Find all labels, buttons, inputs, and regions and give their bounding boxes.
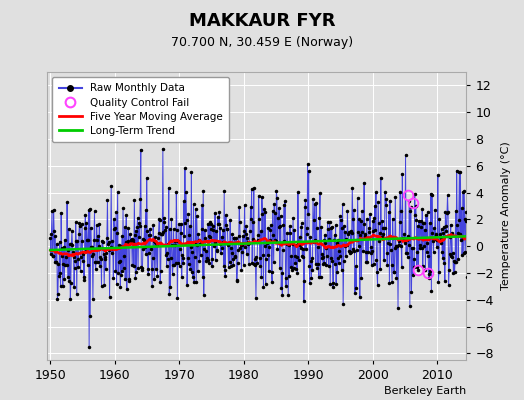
Text: 70.700 N, 30.459 E (Norway): 70.700 N, 30.459 E (Norway) — [171, 36, 353, 49]
Text: Berkeley Earth: Berkeley Earth — [384, 386, 466, 396]
Y-axis label: Temperature Anomaly (°C): Temperature Anomaly (°C) — [501, 142, 511, 290]
Legend: Raw Monthly Data, Quality Control Fail, Five Year Moving Average, Long-Term Tren: Raw Monthly Data, Quality Control Fail, … — [52, 77, 229, 142]
Text: MAKKAUR FYR: MAKKAUR FYR — [189, 12, 335, 30]
